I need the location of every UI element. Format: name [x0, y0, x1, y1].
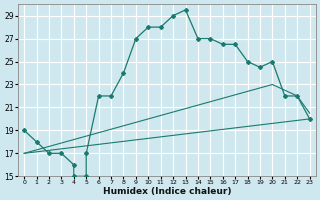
- X-axis label: Humidex (Indice chaleur): Humidex (Indice chaleur): [103, 187, 231, 196]
